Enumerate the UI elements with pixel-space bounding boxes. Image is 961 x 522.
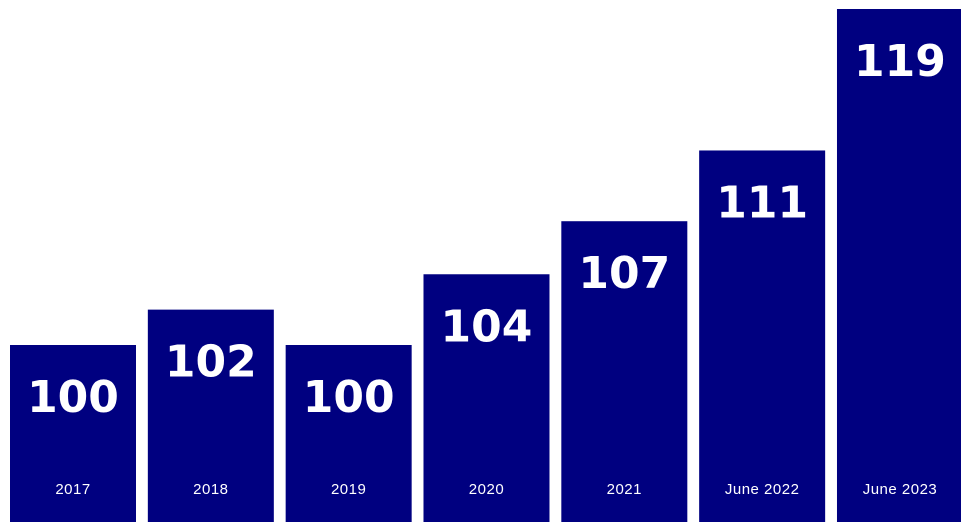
value-label: 119 [854,36,946,87]
value-label: 107 [578,248,670,299]
value-label: 111 [716,177,808,228]
category-label: June 2022 [725,481,800,498]
category-label: 2017 [55,481,90,498]
category-label: 2019 [331,481,366,498]
bars-group [10,9,961,522]
value-label: 100 [27,372,119,423]
category-label: 2018 [193,481,228,498]
value-label: 100 [303,372,395,423]
value-label: 104 [441,301,533,352]
category-label: 2021 [607,481,642,498]
category-label: 2020 [469,481,504,498]
value-label: 102 [165,337,257,388]
category-label: June 2023 [863,481,938,498]
